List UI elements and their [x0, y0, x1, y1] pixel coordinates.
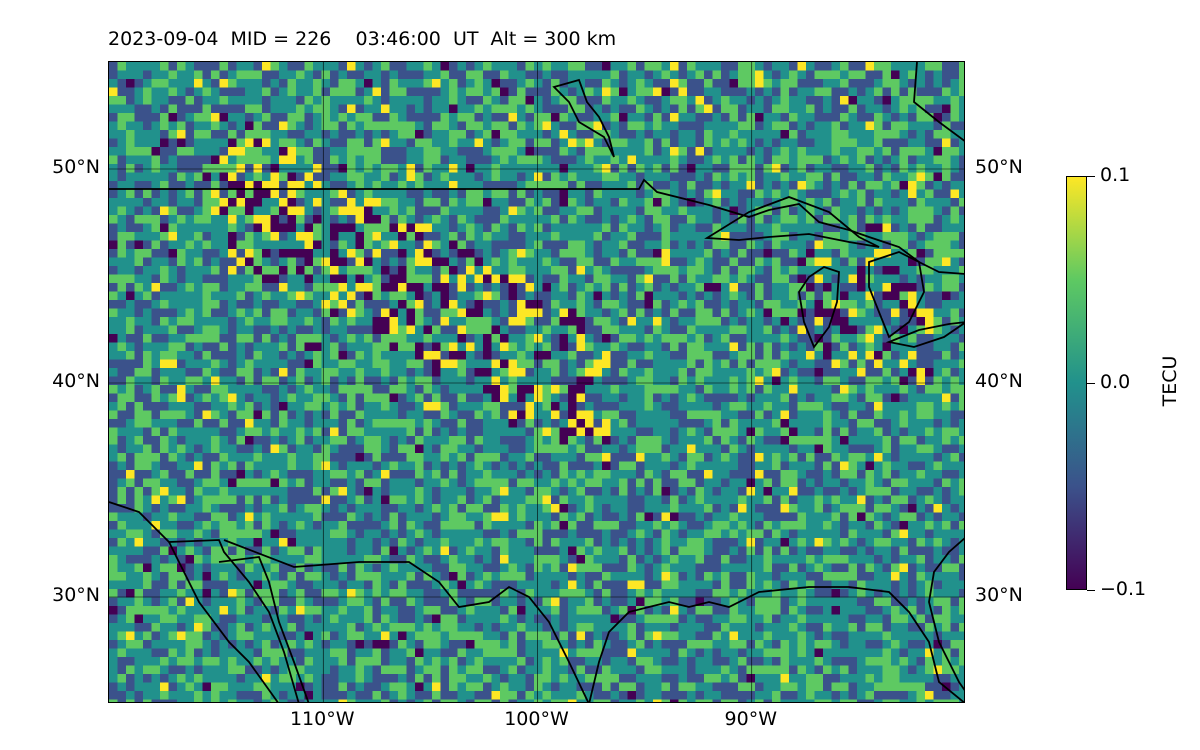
- lat-tick-label: 30°N: [52, 584, 100, 606]
- lake-erie: [885, 321, 964, 348]
- tec-cells: [109, 62, 964, 702]
- lake-michigan: [798, 266, 840, 349]
- plot-title: 2023-09-04 MID = 226 03:46:00 UT Alt = 3…: [108, 28, 617, 50]
- colorbar: [1066, 176, 1087, 590]
- colorbar-tick-label: −0.1: [1100, 578, 1147, 600]
- lat-tick-label: 50°N: [975, 156, 1023, 178]
- map-panel[interactable]: [108, 61, 965, 703]
- colorbar-tick-mark: [1087, 590, 1095, 591]
- colorbar-tick-mark: [1087, 383, 1095, 384]
- lon-tick-label: 90°W: [724, 708, 777, 730]
- coast-pacific: [109, 501, 279, 702]
- florida: [928, 537, 964, 691]
- gulf-of-california: [168, 539, 300, 702]
- coastlines: [109, 62, 964, 702]
- lake-huron: [868, 251, 925, 339]
- lat-tick-label: 50°N: [52, 156, 100, 178]
- gridlines: [109, 62, 964, 702]
- coast-canada-east: [913, 62, 964, 142]
- gulf-coast: [588, 586, 964, 702]
- colorbar-tick-mark: [1087, 176, 1095, 177]
- lake-outline-north: [552, 78, 615, 158]
- lat-tick-label: 40°N: [975, 370, 1023, 392]
- us-mexico-border: [223, 539, 590, 702]
- border-us-canada: [109, 178, 964, 275]
- colorbar-label: TECU: [1159, 355, 1181, 407]
- colorbar-tick-label: 0.0: [1100, 371, 1131, 393]
- lat-tick-label: 30°N: [975, 584, 1023, 606]
- colorbar-tick-label: 0.1: [1100, 164, 1131, 186]
- lon-tick-label: 100°W: [504, 708, 569, 730]
- lon-tick-label: 110°W: [289, 708, 355, 730]
- lat-tick-label: 40°N: [52, 370, 100, 392]
- tec-map: [109, 62, 964, 702]
- baja: [218, 556, 310, 702]
- lake-superior: [704, 196, 880, 248]
